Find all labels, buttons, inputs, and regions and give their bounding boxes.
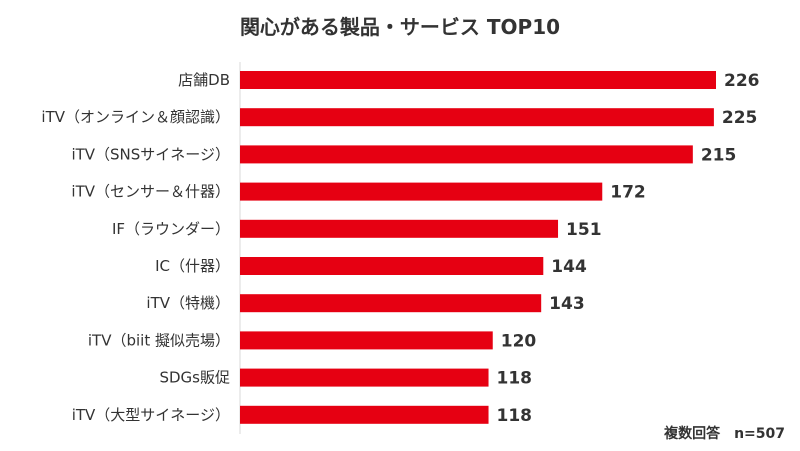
- value-label: 172: [610, 183, 646, 203]
- category-label: iTV（オンライン＆顔認識）: [41, 108, 230, 126]
- category-label: SDGs販促: [159, 369, 230, 387]
- chart-title: 関心がある製品・サービス TOP10: [240, 15, 560, 39]
- category-label: iTV（特機）: [146, 294, 230, 312]
- category-label: IF（ラウンダー）: [112, 220, 230, 238]
- bar: [240, 405, 489, 424]
- value-label: 215: [701, 145, 737, 165]
- category-label: iTV（大型サイネージ）: [72, 406, 230, 424]
- bar: [240, 108, 714, 127]
- category-label: 店舗DB: [178, 71, 230, 89]
- category-label: IC（什器）: [155, 257, 230, 275]
- bar: [240, 368, 489, 387]
- bar: [240, 145, 693, 164]
- value-label: 120: [501, 331, 537, 351]
- value-label: 143: [549, 294, 585, 314]
- value-label: 225: [722, 108, 758, 128]
- bar: [240, 257, 544, 275]
- bar: [240, 71, 716, 89]
- sample-size-note: 複数回答 n=507: [663, 425, 785, 442]
- bar: [240, 294, 542, 313]
- category-label: iTV（センサー＆什器）: [71, 183, 230, 201]
- value-label: 226: [724, 71, 760, 91]
- value-label: 144: [551, 257, 587, 277]
- value-label: 118: [497, 406, 533, 426]
- bar: [240, 219, 559, 238]
- value-label: 151: [566, 220, 602, 240]
- bar: [240, 182, 603, 201]
- value-label: 118: [497, 369, 533, 389]
- bar: [240, 331, 493, 350]
- category-label: iTV（biit 擬似売場）: [88, 331, 230, 349]
- category-label: iTV（SNSサイネージ）: [71, 145, 230, 163]
